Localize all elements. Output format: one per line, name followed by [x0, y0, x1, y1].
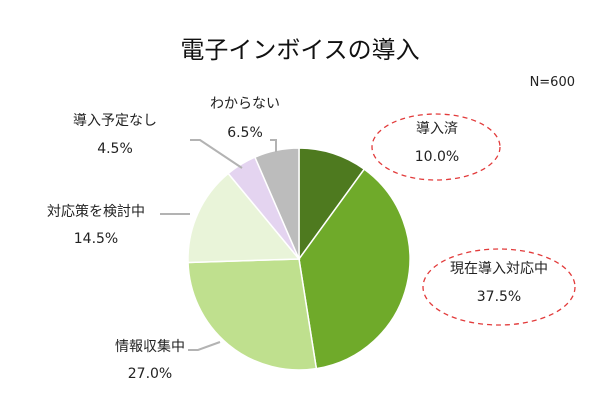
slice-category-label-4: 対応策を検討中: [47, 203, 145, 220]
slice-value-label-2: 37.5%: [477, 289, 521, 305]
pie-slice-4: [187, 172, 301, 264]
highlight-callouts: [371, 113, 576, 326]
chart-title: 電子インボイスの導入: [180, 36, 419, 64]
slice-value-label-6: 6.5%: [227, 125, 263, 141]
pie-slice-3: [187, 258, 318, 371]
sample-size-note: N=600: [530, 75, 575, 90]
leader-lines: [160, 139, 277, 351]
highlight-ellipse-1: [371, 113, 501, 181]
slice-category-label-6: わからない: [210, 96, 280, 112]
slice-value-label-4: 14.5%: [74, 231, 118, 247]
slice-category-label-3: 情報収集中: [115, 338, 185, 355]
slice-category-label-2: 現在導入対応中: [450, 261, 548, 277]
slice-category-label-1: 導入済: [416, 121, 458, 137]
slice-labels: 導入済 10.0% 現在導入対応中 37.5% 情報収集中 27.0% 対応策を検討中 14.…: [47, 96, 548, 382]
pie-slices: [187, 147, 411, 371]
slice-category-label-5: 導入予定なし: [73, 113, 157, 129]
leader-line-6: [270, 139, 277, 152]
leader-line-5: [190, 139, 243, 169]
slice-value-label-1: 10.0%: [415, 149, 459, 165]
highlight-ellipse-2: [422, 248, 576, 326]
leader-line-3: [188, 341, 221, 351]
slice-value-label-3: 27.0%: [128, 366, 172, 382]
pie-slice-2: [298, 168, 411, 370]
slice-value-label-5: 4.5%: [97, 141, 133, 157]
